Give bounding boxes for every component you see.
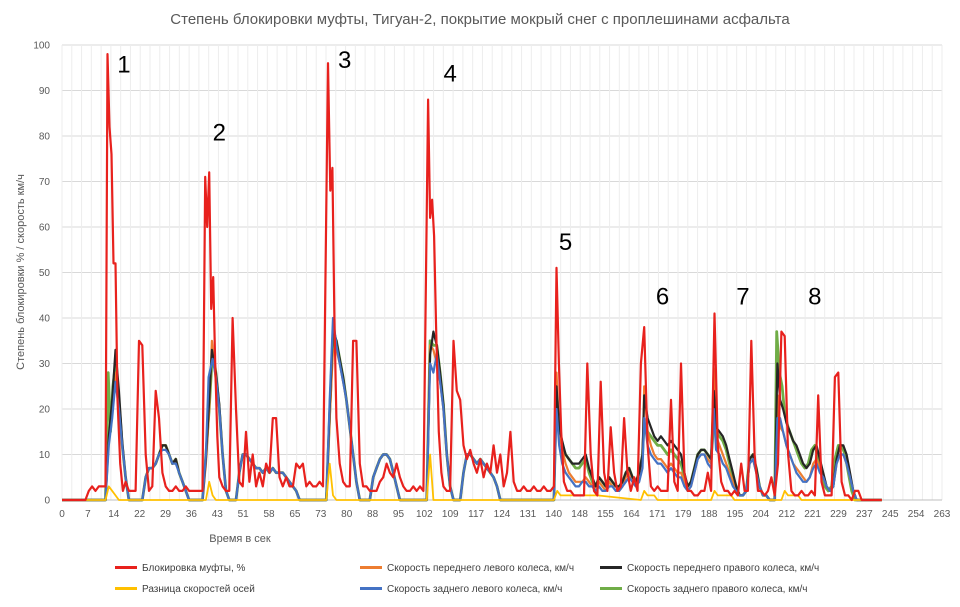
y-tick-label: 0	[44, 496, 50, 507]
x-tick-label: 102	[416, 509, 433, 520]
y-tick-label: 60	[39, 223, 51, 234]
y-tick-label: 30	[39, 359, 51, 370]
x-tick-label: 43	[212, 509, 224, 520]
x-tick-label: 88	[367, 509, 379, 520]
y-axis-title: Степень блокировки % / скорость км/ч	[15, 174, 27, 370]
legend-label: Скорость заднего левого колеса, км/ч	[387, 584, 562, 595]
annotation-label: 2	[213, 120, 226, 147]
x-tick-label: 73	[315, 509, 327, 520]
x-tick-label: 80	[341, 509, 353, 520]
y-tick-label: 20	[39, 405, 51, 416]
x-tick-label: 221	[804, 509, 821, 520]
series-line-1	[62, 453, 882, 501]
x-tick-label: 29	[160, 509, 172, 520]
annotation-label: 6	[656, 283, 669, 310]
legend-label: Скорость заднего правого колеса, км/ч	[627, 584, 807, 595]
x-tick-label: 140	[545, 509, 562, 520]
y-tick-label: 90	[39, 86, 51, 97]
x-tick-label: 51	[238, 509, 250, 520]
x-tick-label: 58	[263, 509, 275, 520]
legend-label: Скорость переднего левого колеса, км/ч	[387, 563, 574, 574]
x-tick-label: 237	[856, 509, 873, 520]
x-tick-label: 131	[520, 509, 537, 520]
legend-label: Блокировка муфты, %	[142, 562, 245, 574]
series-line-0	[62, 52, 882, 502]
legend: Блокировка муфты, % Скорость переднего ле…	[115, 562, 819, 595]
y-tick-label: 100	[33, 41, 50, 52]
x-tick-label: 245	[882, 509, 899, 520]
x-tick-label: 124	[494, 509, 511, 520]
annotation-label: 4	[443, 60, 456, 87]
x-tick-label: 117	[468, 509, 484, 520]
x-tick-label: 179	[675, 509, 692, 520]
legend-label: Скорость переднего правого колеса, км/ч	[627, 563, 819, 574]
x-tick-labels: 0 7 14 22 29 36 43 51 58 65 73 80 88 95 102 109 117 124 13…	[59, 509, 951, 520]
annotation-label: 7	[736, 283, 749, 310]
x-tick-label: 164	[623, 509, 640, 520]
x-tick-label: 254	[908, 509, 925, 520]
x-tick-label: 204	[752, 509, 769, 520]
x-tick-label: 36	[186, 509, 198, 520]
annotation-label: 5	[559, 229, 572, 256]
x-tick-label: 0	[59, 509, 65, 520]
annotation-label: 3	[338, 47, 351, 74]
y-tick-label: 80	[39, 132, 51, 143]
legend-label: Разница скоростей осей	[142, 584, 255, 595]
x-tick-label: 148	[571, 509, 588, 520]
annotation-label: 1	[117, 51, 130, 78]
x-tick-label: 7	[85, 509, 91, 520]
x-tick-label: 155	[597, 509, 614, 520]
y-tick-labels: 0 10 20 30 40 50 60 70 80 90 100	[33, 41, 50, 507]
annotations: 1 2 3 4 5 6 7 8	[117, 47, 821, 311]
y-tick-label: 10	[39, 450, 51, 461]
x-tick-label: 195	[727, 509, 744, 520]
y-tick-label: 40	[39, 314, 51, 325]
x-tick-label: 263	[934, 509, 951, 520]
series-lines	[62, 52, 882, 502]
x-tick-label: 188	[701, 509, 718, 520]
x-tick-label: 229	[830, 509, 847, 520]
y-tick-label: 50	[39, 268, 51, 279]
chart-title: Степень блокировки муфты, Тигуан-2, покр…	[170, 11, 790, 28]
annotation-label: 8	[808, 283, 821, 310]
x-tick-label: 171	[649, 509, 666, 520]
x-tick-label: 109	[442, 509, 459, 520]
x-tick-label: 212	[778, 509, 795, 520]
x-tick-label: 22	[134, 509, 146, 520]
y-tick-label: 70	[39, 177, 51, 188]
x-axis-title: Время в сек	[209, 533, 271, 545]
x-tick-label: 65	[289, 509, 301, 520]
x-tick-label: 14	[108, 509, 120, 520]
x-tick-label: 95	[393, 509, 405, 520]
